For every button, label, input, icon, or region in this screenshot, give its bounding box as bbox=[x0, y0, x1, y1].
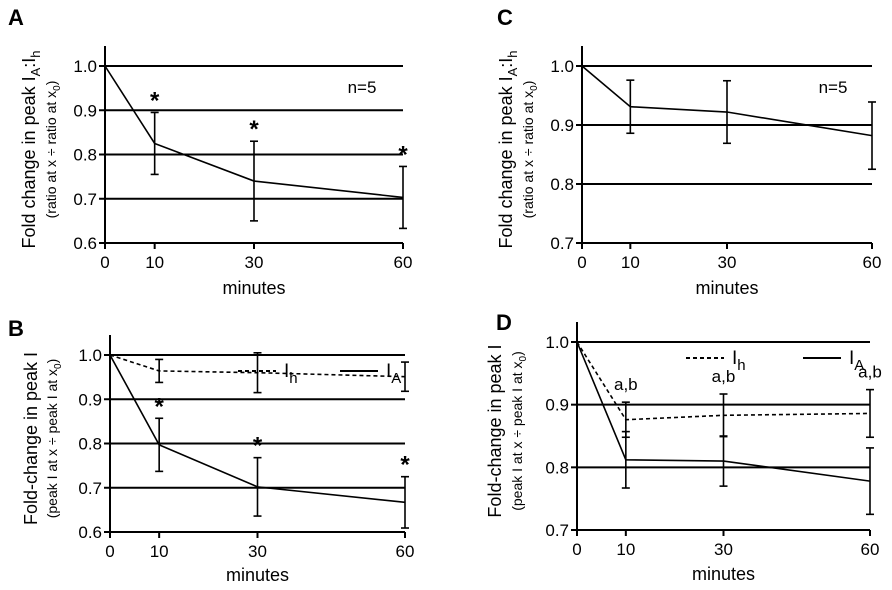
x-tick-label: 30 bbox=[714, 540, 733, 559]
panel-A: A 0.6 0.7 0.8 0.9 1.0 0 10 30 60 minutes Fold chang… bbox=[8, 5, 412, 298]
significance-star: * bbox=[253, 433, 263, 460]
x-tick-label: 60 bbox=[396, 542, 415, 561]
panel-label: A bbox=[8, 5, 24, 30]
significance-star: * bbox=[249, 116, 259, 143]
panel-B: B 0.6 0.7 0.8 0.9 1.0 0 10 30 60 minutes Fold-chang… bbox=[8, 316, 414, 585]
significance-star: * bbox=[398, 141, 408, 168]
y-tick-label: 1.0 bbox=[78, 346, 102, 365]
x-tick-label: 0 bbox=[105, 542, 114, 561]
y-tick-label: 0.9 bbox=[545, 396, 569, 415]
x-tick-label: 10 bbox=[150, 542, 169, 561]
y-axis-sublabel: (ratio at x ÷ ratio at x0) bbox=[520, 81, 540, 219]
legend-label: IA bbox=[386, 361, 401, 387]
significance-star: * bbox=[150, 87, 160, 114]
y-tick-label: 0.8 bbox=[73, 146, 97, 165]
y-tick-label: 1.0 bbox=[73, 57, 97, 76]
panel-C: C 0.7 0.8 0.9 1.0 0 10 30 60 minutes Fold change i… bbox=[496, 5, 881, 298]
legend-label: Ih bbox=[284, 361, 298, 387]
y-axis-sublabel: (peak I at x ÷ peak I at x0) bbox=[509, 351, 529, 511]
y-tick-label: 0.8 bbox=[550, 175, 574, 194]
y-tick-label: 0.7 bbox=[545, 521, 569, 540]
series-line-Ih bbox=[109, 354, 406, 378]
y-tick-label: 0.8 bbox=[545, 458, 569, 477]
y-axis-sublabel: (peak I at x ÷ peak I at x0) bbox=[44, 359, 64, 519]
y-tick-label: 0.7 bbox=[73, 190, 97, 209]
x-tick-label: 10 bbox=[621, 253, 640, 272]
x-tick-label: 0 bbox=[100, 253, 109, 272]
x-tick-label: 0 bbox=[572, 540, 581, 559]
series-line-IA:Ih bbox=[104, 65, 404, 199]
x-tick-label: 0 bbox=[577, 253, 586, 272]
n-annotation: n=5 bbox=[348, 78, 377, 97]
x-tick-label: 60 bbox=[394, 253, 413, 272]
y-tick-label: 0.8 bbox=[78, 435, 102, 454]
legend-label: Ih bbox=[732, 348, 746, 374]
n-annotation: n=5 bbox=[819, 78, 848, 97]
series-line-IA bbox=[576, 341, 871, 482]
y-tick-label: 1.0 bbox=[545, 333, 569, 352]
series-line-IA:Ih bbox=[581, 65, 873, 137]
y-tick-label: 0.9 bbox=[73, 101, 97, 120]
panel-label: C bbox=[497, 5, 513, 30]
y-tick-label: 0.9 bbox=[78, 390, 102, 409]
y-axis-label: Fold change in peak IA:Ih bbox=[496, 50, 520, 248]
significance-star: * bbox=[400, 452, 410, 479]
y-tick-label: 1.0 bbox=[550, 57, 574, 76]
y-tick-label: 0.7 bbox=[78, 479, 102, 498]
y-tick-label: 0.6 bbox=[73, 234, 97, 253]
y-tick-label: 0.6 bbox=[78, 523, 102, 542]
panel-label: B bbox=[8, 316, 24, 341]
x-tick-label: 60 bbox=[863, 253, 882, 272]
x-axis-label: minutes bbox=[226, 565, 289, 585]
y-axis-label: Fold-change in peak I bbox=[485, 344, 505, 517]
x-tick-label: 30 bbox=[248, 542, 267, 561]
significance-label: a,b bbox=[858, 363, 882, 382]
x-tick-label: 30 bbox=[718, 253, 737, 272]
significance-label: a,b bbox=[712, 367, 736, 386]
significance-star: * bbox=[154, 393, 164, 420]
series-line-IA bbox=[109, 354, 406, 504]
y-axis-label: Fold change in peak IA:Ih bbox=[19, 50, 43, 248]
x-axis-label: minutes bbox=[695, 278, 758, 298]
panel-D: D 0.7 0.8 0.9 1.0 0 10 30 60 minutes Fold-change i… bbox=[485, 310, 882, 584]
legend-label: IA bbox=[849, 348, 864, 374]
x-tick-label: 30 bbox=[245, 253, 264, 272]
x-axis-label: minutes bbox=[692, 564, 755, 584]
significance-label: a,b bbox=[614, 375, 638, 394]
y-axis-sublabel: (ratio at x ÷ ratio at x0) bbox=[43, 81, 63, 219]
x-axis-label: minutes bbox=[222, 278, 285, 298]
x-tick-label: 10 bbox=[616, 540, 635, 559]
y-tick-label: 0.7 bbox=[550, 234, 574, 253]
x-tick-label: 60 bbox=[861, 540, 880, 559]
y-axis-label: Fold-change in peak I bbox=[21, 352, 41, 525]
x-tick-label: 10 bbox=[145, 253, 164, 272]
panel-label: D bbox=[496, 310, 512, 335]
series-line-Ih bbox=[576, 341, 871, 421]
y-tick-label: 0.9 bbox=[550, 116, 574, 135]
